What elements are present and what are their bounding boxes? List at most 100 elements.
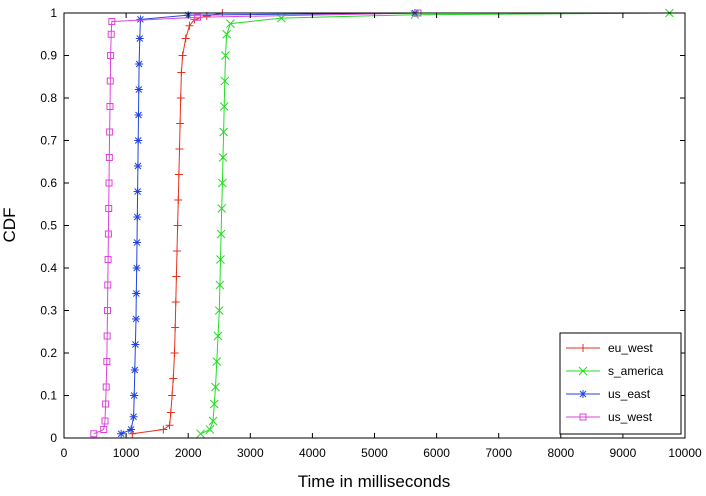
series-line <box>93 12 419 435</box>
data-point <box>177 68 186 77</box>
data-point <box>103 358 111 365</box>
data-point <box>181 34 190 43</box>
series-eu_west <box>128 9 227 438</box>
axes: 0 1000 2000 3000 4000 5000 6000 7000 8000 9000 100… <box>40 6 702 460</box>
data-point <box>105 205 113 212</box>
data-point <box>159 425 168 434</box>
x-tick-label: 5000 <box>361 446 388 460</box>
data-point <box>108 18 116 25</box>
y-tick-label: 0.6 <box>40 176 57 190</box>
legend-entry: eu_west <box>566 341 653 355</box>
legend-entry: s_america <box>566 364 664 378</box>
data-point <box>212 357 222 366</box>
data-point <box>178 51 187 60</box>
data-point <box>176 119 185 128</box>
data-point <box>168 391 177 400</box>
data-point <box>132 264 141 272</box>
data-point <box>90 430 98 438</box>
data-point <box>134 111 143 119</box>
y-tick-label: 0.9 <box>40 49 57 63</box>
data-point <box>185 21 194 30</box>
data-point <box>133 162 142 170</box>
data-point <box>211 382 220 392</box>
legend-swatch-marker <box>579 413 587 421</box>
data-point <box>104 281 112 289</box>
series-us_east <box>117 9 419 438</box>
y-tick-label: 0 <box>50 431 57 445</box>
legend-swatch-marker <box>579 344 587 352</box>
data-point <box>103 307 111 314</box>
data-point <box>208 416 218 426</box>
data-point <box>127 425 136 434</box>
data-point <box>106 77 114 85</box>
data-point <box>102 383 110 391</box>
data-point <box>220 76 230 86</box>
y-axis-title: CDF <box>0 208 19 243</box>
y-tick-label: 0.1 <box>40 389 57 403</box>
data-point <box>216 255 225 264</box>
legend-label: s_america <box>608 364 664 378</box>
data-point <box>176 94 185 102</box>
data-point <box>213 331 223 341</box>
data-point <box>101 417 109 425</box>
data-point <box>104 256 112 263</box>
data-point <box>107 30 115 38</box>
data-point <box>215 280 225 290</box>
data-point <box>196 429 205 439</box>
data-point <box>132 289 141 298</box>
x-tick-label: 1000 <box>113 446 140 460</box>
data-point <box>194 13 202 21</box>
x-tick-label: 8000 <box>547 446 574 460</box>
data-point <box>173 247 182 255</box>
data-point <box>130 391 139 400</box>
data-point <box>165 421 174 430</box>
data-point <box>172 272 181 281</box>
x-axis-title: Time in milliseconds <box>298 472 450 491</box>
data-point <box>134 85 143 94</box>
x-tick-label: 2000 <box>175 446 202 460</box>
data-point <box>169 374 178 383</box>
data-point <box>102 400 110 408</box>
data-point <box>104 230 112 238</box>
data-point <box>132 238 141 247</box>
data-point <box>106 103 114 110</box>
data-point <box>133 213 142 221</box>
data-point <box>134 136 143 145</box>
x-tick-label: 10000 <box>668 446 702 460</box>
legend-swatch-marker <box>579 390 587 398</box>
y-tick-label: 0.4 <box>40 261 57 275</box>
data-point <box>107 52 115 59</box>
legend: eu_west s_america us_east us_west <box>559 332 682 435</box>
data-point <box>173 221 182 230</box>
data-point <box>136 15 145 24</box>
y-tick-label: 0.5 <box>40 219 57 233</box>
x-tick-label: 4000 <box>299 446 326 460</box>
series-us_west <box>90 9 422 438</box>
x-tick-label: 7000 <box>485 446 512 460</box>
data-point <box>171 298 180 306</box>
y-tick-label: 0.3 <box>40 304 57 318</box>
y-tick-label: 0.8 <box>40 91 57 105</box>
y-tick-label: 0.2 <box>40 346 57 360</box>
data-point <box>117 429 126 438</box>
data-point <box>214 306 224 315</box>
series-line <box>120 12 415 435</box>
y-tick-label: 0.7 <box>40 134 57 148</box>
data-point <box>218 153 228 162</box>
data-point <box>130 366 139 374</box>
legend-label: us_east <box>608 387 651 401</box>
data-point <box>132 315 141 323</box>
data-point <box>216 229 226 239</box>
data-point <box>217 204 227 213</box>
x-tick-label: 9000 <box>610 446 637 460</box>
legend-label: us_west <box>608 410 653 424</box>
data-point <box>226 19 235 28</box>
data-point <box>175 145 184 153</box>
data-point <box>218 178 227 188</box>
legend-swatch-marker <box>578 366 588 376</box>
legend-label: eu_west <box>608 341 653 355</box>
data-point <box>174 196 183 204</box>
data-point <box>135 60 144 68</box>
data-point <box>129 412 138 421</box>
